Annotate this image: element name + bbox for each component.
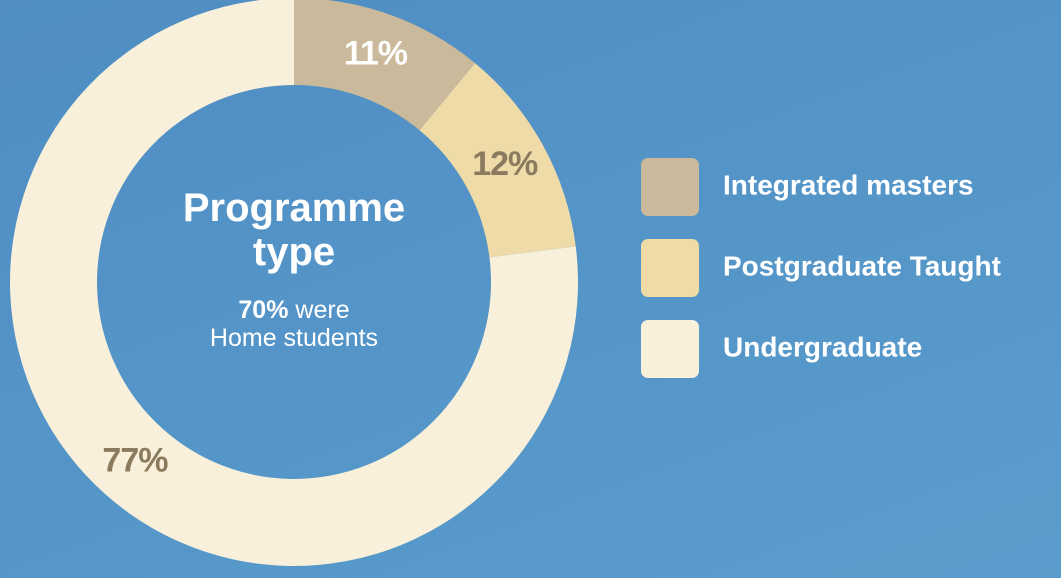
annotation-highlight: 70% [238, 296, 289, 324]
center-text: Programme type 70% were Home students [144, 186, 444, 352]
slice [294, 0, 476, 131]
legend-swatch [641, 158, 699, 216]
slice [419, 63, 576, 258]
legend-label: Undergraduate [723, 331, 922, 362]
slice [10, 0, 578, 566]
chart-title: Programme type [182, 186, 406, 274]
value-label: 77% [102, 441, 168, 479]
annotation: 70% were Home students [144, 296, 444, 352]
value-label: 11% [344, 35, 408, 73]
legend-label: Integrated masters [723, 169, 974, 200]
annotation-text: were [295, 296, 350, 324]
value-label: 12% [472, 145, 538, 183]
legend-swatch [641, 239, 699, 297]
legend-swatch [641, 320, 699, 378]
annotation-subtext: Home students [209, 324, 379, 352]
legend-label: Postgraduate Taught [723, 250, 1001, 281]
